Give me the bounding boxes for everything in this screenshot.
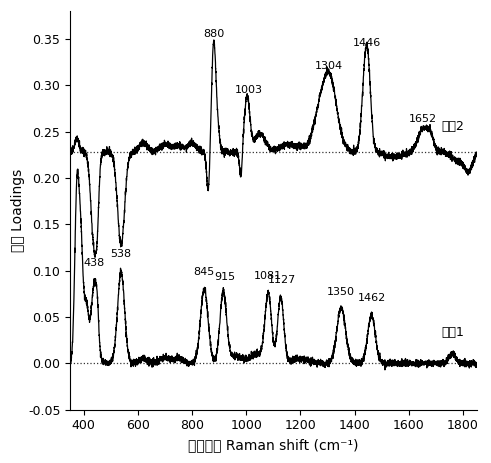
Text: 915: 915 xyxy=(214,272,235,282)
Text: 438: 438 xyxy=(83,258,105,268)
Text: 1446: 1446 xyxy=(353,38,382,48)
X-axis label: 拉曼位移 Raman shift (cm⁻¹): 拉曼位移 Raman shift (cm⁻¹) xyxy=(188,438,358,452)
Text: 845: 845 xyxy=(193,267,215,277)
Text: 1652: 1652 xyxy=(409,114,437,124)
Text: 538: 538 xyxy=(110,250,132,259)
Y-axis label: 载荷 Loadings: 载荷 Loadings xyxy=(11,169,25,252)
Text: 1127: 1127 xyxy=(268,275,296,284)
Text: 880: 880 xyxy=(203,29,224,39)
Text: 1304: 1304 xyxy=(315,62,343,71)
Text: 1003: 1003 xyxy=(234,85,263,94)
Text: 1462: 1462 xyxy=(357,293,385,303)
Text: 成分1: 成分1 xyxy=(441,326,464,339)
Text: 1350: 1350 xyxy=(327,287,355,296)
Text: 成分2: 成分2 xyxy=(441,119,464,132)
Text: 1081: 1081 xyxy=(254,271,282,281)
